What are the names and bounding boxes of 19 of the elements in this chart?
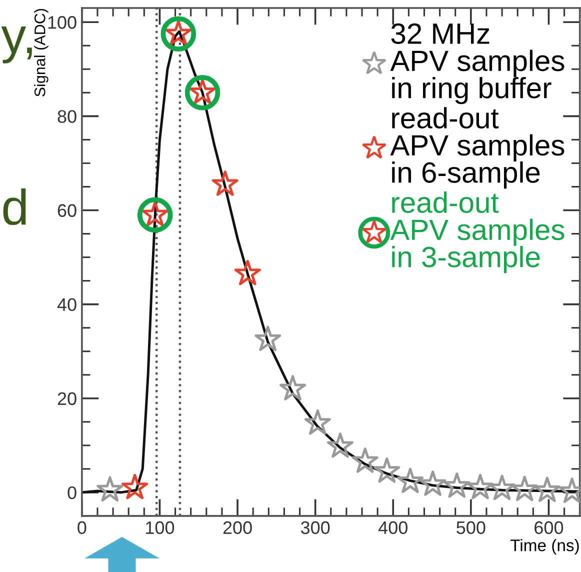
- x-axis-title: Time (ns): [510, 539, 579, 555]
- legend-label: read-out APV samples in 3-sample: [390, 192, 564, 274]
- y-tick-label: 40: [57, 298, 76, 312]
- x-tick-label: 600: [534, 521, 564, 534]
- text: y,: [1, 26, 32, 64]
- x-tick-label: 200: [223, 521, 252, 534]
- y-tick-label: 100: [48, 16, 76, 29]
- y-tick-label: 60: [58, 204, 76, 217]
- x-tick-label: 0: [78, 521, 86, 534]
- x-tick-label: 100: [146, 521, 174, 534]
- y-tick-label: 20: [58, 392, 76, 406]
- legend-label: read-out APV samples in 6-sample: [390, 107, 564, 189]
- y-tick-label: 0: [68, 486, 76, 500]
- y-tick-label: 80: [58, 110, 76, 123]
- x-tick-label: 400: [378, 521, 408, 534]
- y-axis-title: Signal (ADC): [34, 8, 48, 96]
- x-tick-label: 500: [456, 521, 486, 534]
- text: d: [3, 188, 26, 226]
- x-tick-label: 300: [300, 521, 330, 534]
